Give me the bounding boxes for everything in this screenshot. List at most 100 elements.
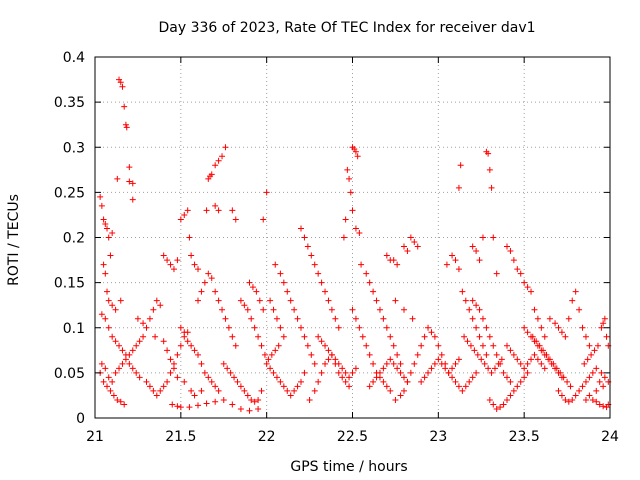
data-point <box>117 398 124 405</box>
data-point <box>479 315 486 322</box>
data-point <box>414 351 421 358</box>
data-point <box>280 333 287 340</box>
x-tick-label: 24 <box>601 429 619 445</box>
data-point <box>411 360 418 367</box>
data-point <box>284 387 291 394</box>
data-point <box>485 365 492 372</box>
data-point <box>177 342 184 349</box>
data-point <box>244 306 251 313</box>
data-point <box>255 396 262 403</box>
data-point <box>428 365 435 372</box>
data-point <box>390 360 397 367</box>
data-point <box>390 257 397 264</box>
data-point <box>510 257 517 264</box>
data-point <box>449 252 456 259</box>
data-point <box>593 387 600 394</box>
y-tick-label: 0.4 <box>63 50 85 66</box>
data-point <box>528 356 535 363</box>
data-point <box>340 234 347 241</box>
data-point <box>383 383 390 390</box>
data-point <box>251 398 258 405</box>
data-point <box>248 315 255 322</box>
data-point <box>328 351 335 358</box>
data-point <box>401 306 407 313</box>
data-point <box>146 315 153 322</box>
data-point <box>308 252 315 259</box>
data-point <box>576 387 583 394</box>
data-point <box>222 144 229 151</box>
data-point <box>109 229 116 236</box>
data-point <box>208 275 215 282</box>
data-point <box>100 378 107 385</box>
data-point <box>195 266 201 273</box>
x-axis: 21 21.5 22 22.5 23 23.5 24 <box>86 57 619 445</box>
data-point <box>315 270 322 277</box>
data-point <box>241 302 248 309</box>
data-point <box>215 387 222 394</box>
data-point <box>117 79 124 86</box>
data-point <box>119 347 126 354</box>
data-point <box>318 279 325 286</box>
data-point <box>582 396 589 403</box>
data-point <box>98 360 105 367</box>
data-point <box>401 243 407 250</box>
data-point <box>339 374 346 381</box>
data-point <box>203 207 210 214</box>
data-point <box>136 338 143 345</box>
data-point <box>277 324 284 331</box>
data-point <box>219 306 226 313</box>
data-point <box>445 369 452 376</box>
data-point <box>105 324 112 331</box>
data-point <box>119 360 126 367</box>
data-point <box>504 342 510 349</box>
data-point <box>181 329 188 336</box>
data-point <box>164 378 171 385</box>
data-point <box>471 347 478 354</box>
data-point <box>560 374 567 381</box>
data-point <box>488 184 495 191</box>
data-point <box>558 392 565 399</box>
data-point <box>277 270 284 277</box>
data-point <box>104 225 111 232</box>
data-point <box>431 360 438 367</box>
data-point <box>459 387 466 394</box>
data-point <box>558 329 565 336</box>
data-point <box>201 279 208 286</box>
data-point <box>370 288 377 295</box>
data-point <box>500 369 507 376</box>
data-point <box>177 404 184 411</box>
data-point <box>255 333 262 340</box>
data-point <box>517 360 524 367</box>
data-point <box>174 351 181 358</box>
data-point <box>347 189 354 196</box>
data-point <box>258 342 265 349</box>
data-point <box>507 392 514 399</box>
data-point <box>133 369 140 376</box>
data-point <box>311 387 318 394</box>
data-point <box>373 297 380 304</box>
data-point <box>589 369 596 376</box>
data-point <box>344 166 351 173</box>
data-point <box>174 403 181 410</box>
data-point <box>579 324 586 331</box>
data-point <box>157 387 164 394</box>
data-point <box>284 288 291 295</box>
data-point <box>483 324 490 331</box>
data-point <box>229 207 236 214</box>
data-point <box>442 365 449 372</box>
data-point <box>603 333 610 340</box>
data-point <box>342 369 349 376</box>
data-point <box>229 333 236 340</box>
data-point <box>191 261 198 268</box>
y-tick-label: 0.05 <box>54 366 85 382</box>
data-point <box>195 402 201 409</box>
data-point <box>195 351 201 358</box>
data-point <box>572 392 579 399</box>
data-point <box>593 398 600 405</box>
data-point <box>102 270 109 277</box>
y-tick-label: 0.15 <box>54 276 85 292</box>
data-point <box>594 342 601 349</box>
data-point <box>186 234 193 241</box>
data-point <box>258 387 265 394</box>
data-point <box>261 351 268 358</box>
